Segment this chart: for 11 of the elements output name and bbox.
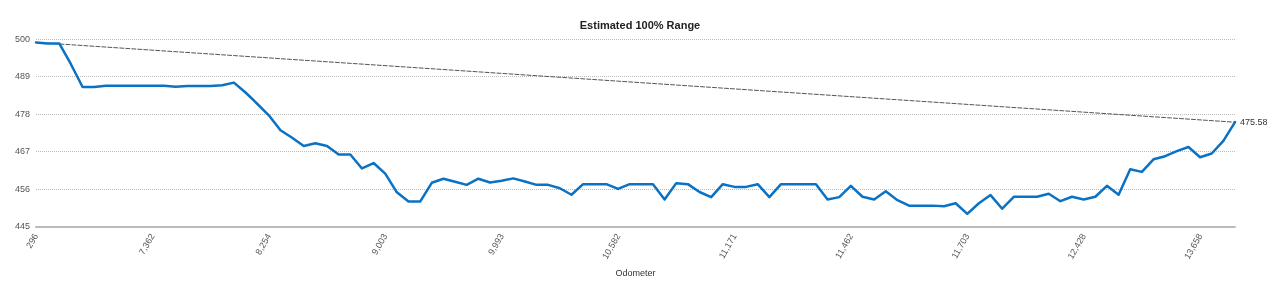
y-tick-label: 467: [14, 146, 30, 157]
y-tick-label: 500: [14, 34, 30, 44]
chart-title: Estimated 100% Range: [579, 18, 701, 31]
y-tick-label: 489: [14, 71, 30, 82]
y-tick-label: 456: [14, 183, 30, 194]
y-tick-label: 445: [14, 221, 30, 232]
x-tick-label: 296: [24, 231, 41, 250]
data-label: 475.58: [1240, 117, 1268, 128]
line-series: [34, 41, 1237, 216]
x-axis-title: Odometer: [615, 267, 656, 278]
y-tick-label: 478: [14, 108, 30, 119]
